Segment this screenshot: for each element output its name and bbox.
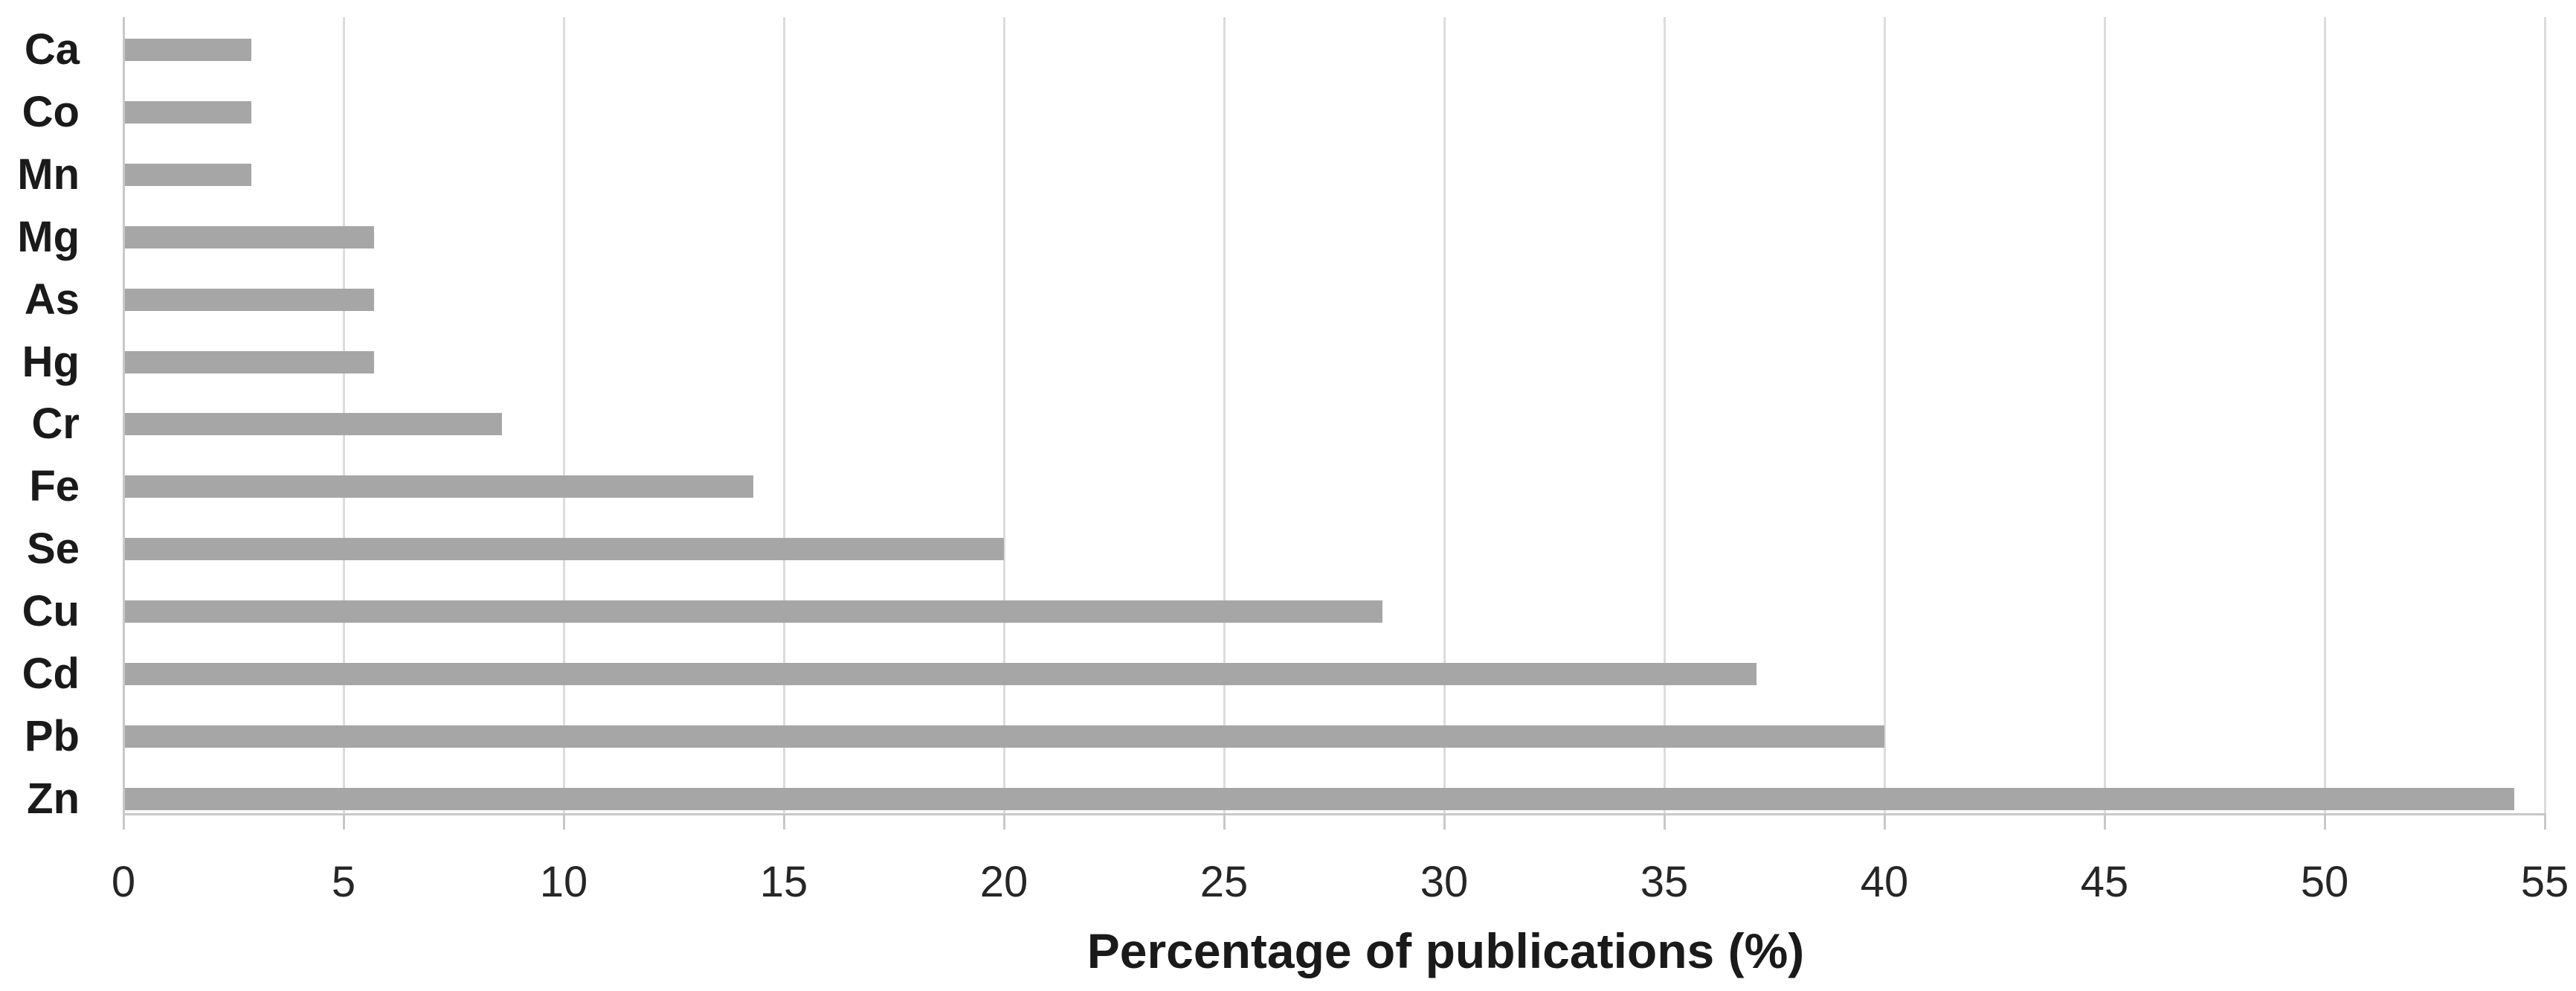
x-tick-label-50: 50 <box>2300 858 2349 906</box>
category-label-Cd: Cd <box>22 650 80 698</box>
bar-Mn <box>125 163 251 186</box>
bar-Se <box>125 538 1004 561</box>
x-axis-line <box>123 813 2546 815</box>
x-tick-label-20: 20 <box>979 858 1028 906</box>
category-label-Cu: Cu <box>22 587 80 636</box>
gridline-20 <box>1003 17 1005 813</box>
x-tick-20 <box>1003 813 1005 830</box>
x-tick-5 <box>343 813 345 830</box>
category-label-Mn: Mn <box>17 150 80 199</box>
x-tick-label-45: 45 <box>2080 858 2129 906</box>
bar-Mg <box>125 225 375 248</box>
y-axis-line <box>123 17 125 813</box>
bar-Fe <box>125 475 753 498</box>
x-tick-label-15: 15 <box>759 858 808 906</box>
gridline-45 <box>2104 17 2106 813</box>
category-label-Co: Co <box>22 87 80 136</box>
bar-Zn <box>125 787 2514 810</box>
bar-Cd <box>125 663 1757 685</box>
x-axis-title: Percentage of publications (%) <box>1086 923 1805 978</box>
x-tick-label-5: 5 <box>331 858 356 906</box>
x-tick-30 <box>1443 813 1446 830</box>
gridline-35 <box>1664 17 1666 813</box>
category-label-Cr: Cr <box>31 400 80 449</box>
bar-Co <box>125 100 251 124</box>
bar-As <box>125 288 375 311</box>
x-tick-label-10: 10 <box>539 858 588 906</box>
x-tick-50 <box>2324 813 2326 830</box>
x-tick-40 <box>1884 813 1886 830</box>
category-label-Pb: Pb <box>24 711 80 760</box>
bar-Hg <box>125 350 375 373</box>
gridline-15 <box>783 17 785 813</box>
gridline-55 <box>2544 17 2546 813</box>
x-tick-15 <box>783 813 785 830</box>
x-tick-label-30: 30 <box>1420 858 1469 906</box>
x-tick-0 <box>123 813 125 830</box>
category-label-Mg: Mg <box>17 212 80 261</box>
category-label-Ca: Ca <box>24 25 80 74</box>
x-tick-label-35: 35 <box>1640 858 1689 906</box>
category-label-Hg: Hg <box>22 337 80 386</box>
category-label-Se: Se <box>27 525 80 574</box>
x-tick-10 <box>563 813 565 830</box>
gridline-25 <box>1223 17 1226 813</box>
x-tick-55 <box>2544 813 2546 830</box>
gridline-30 <box>1443 17 1446 813</box>
x-tick-label-25: 25 <box>1200 858 1249 906</box>
gridline-40 <box>1884 17 1886 813</box>
gridline-50 <box>2324 17 2326 813</box>
x-tick-label-0: 0 <box>111 858 136 906</box>
x-tick-label-55: 55 <box>2520 858 2569 906</box>
bar-Cu <box>125 600 1383 623</box>
category-label-Fe: Fe <box>29 462 80 511</box>
bar-Ca <box>125 39 251 61</box>
x-tick-25 <box>1223 813 1226 830</box>
x-tick-45 <box>2104 813 2106 830</box>
gridline-10 <box>563 17 565 813</box>
bar-Pb <box>125 725 1884 748</box>
category-label-As: As <box>24 275 80 324</box>
bar-Cr <box>125 413 503 436</box>
x-tick-label-40: 40 <box>1860 858 1909 906</box>
x-tick-35 <box>1664 813 1666 830</box>
category-label-Zn: Zn <box>27 774 80 823</box>
